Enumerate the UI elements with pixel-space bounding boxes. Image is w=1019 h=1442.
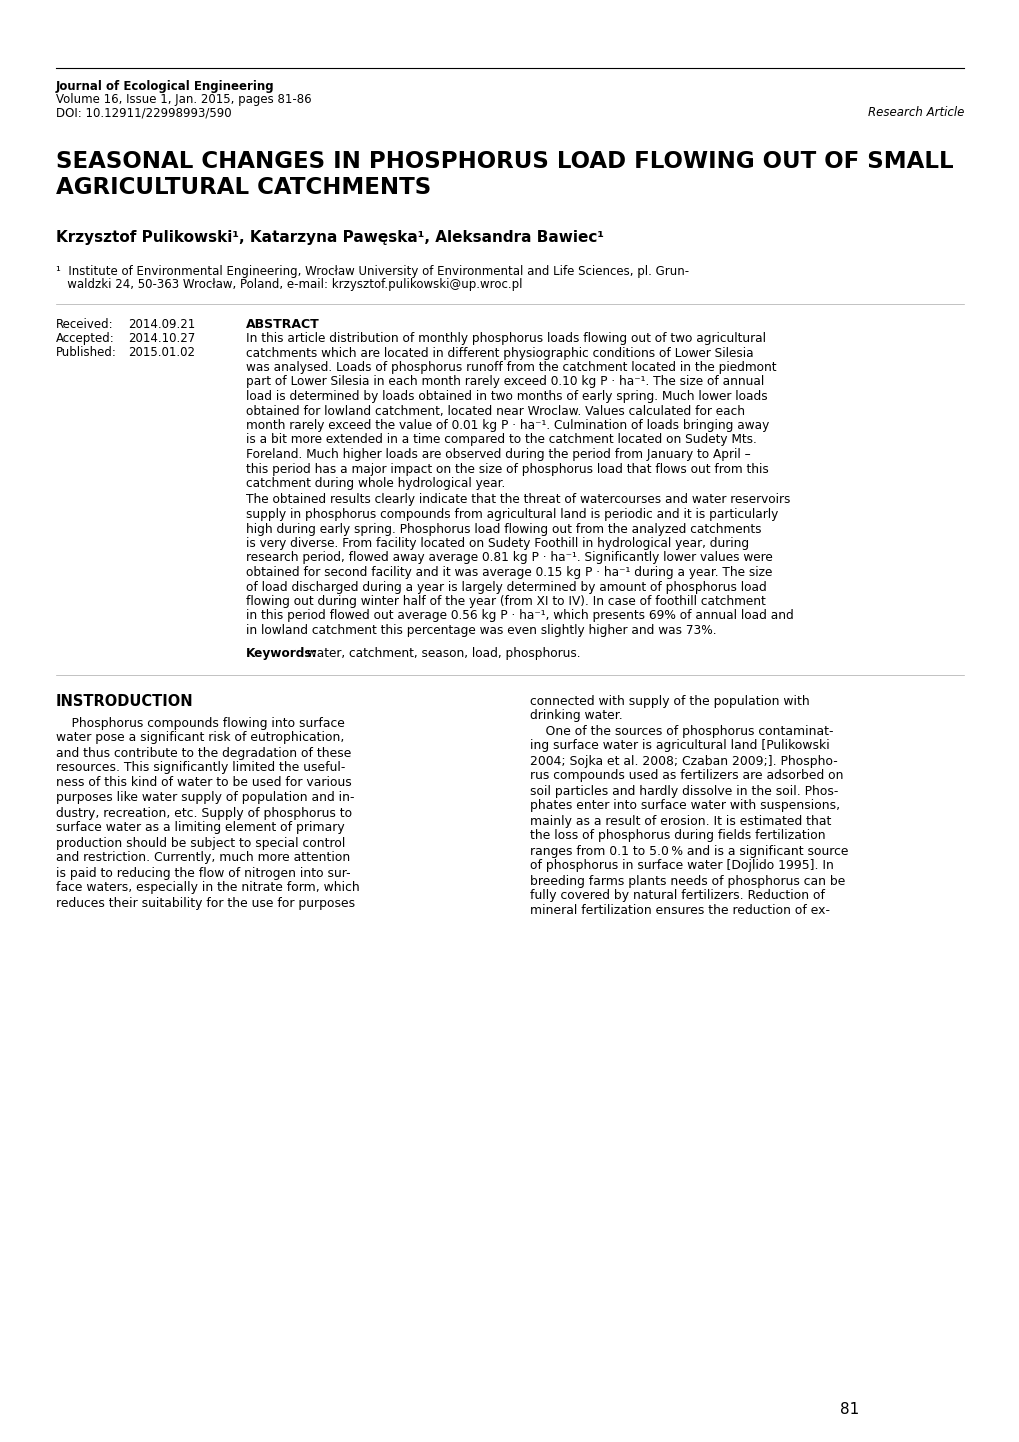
Text: of phosphorus in surface water [Dojlido 1995]. In: of phosphorus in surface water [Dojlido …: [530, 859, 834, 872]
Text: dustry, recreation, etc. Supply of phosphorus to: dustry, recreation, etc. Supply of phosp…: [56, 806, 352, 819]
Text: soil particles and hardly dissolve in the soil. Phos-: soil particles and hardly dissolve in th…: [530, 784, 838, 797]
Text: water pose a significant risk of eutrophication,: water pose a significant risk of eutroph…: [56, 731, 344, 744]
Text: in this period flowed out average 0.56 kg P · ha⁻¹, which presents 69% of annual: in this period flowed out average 0.56 k…: [246, 610, 793, 623]
Text: fully covered by natural fertilizers. Reduction of: fully covered by natural fertilizers. Re…: [530, 890, 824, 903]
Text: In this article distribution of monthly phosphorus loads flowing out of two agri: In this article distribution of monthly …: [246, 332, 765, 345]
Text: rus compounds used as fertilizers are adsorbed on: rus compounds used as fertilizers are ad…: [530, 770, 843, 783]
Text: the loss of phosphorus during fields fertilization: the loss of phosphorus during fields fer…: [530, 829, 824, 842]
Text: breeding farms plants needs of phosphorus can be: breeding farms plants needs of phosphoru…: [530, 874, 845, 887]
Text: flowing out during winter half of the year (from XI to IV). In case of foothill : flowing out during winter half of the ye…: [246, 596, 765, 609]
Text: Research Article: Research Article: [867, 107, 963, 120]
Text: in lowland catchment this percentage was even slightly higher and was 73%.: in lowland catchment this percentage was…: [246, 624, 715, 637]
Text: Journal of Ecological Engineering: Journal of Ecological Engineering: [56, 79, 274, 92]
Text: ranges from 0.1 to 5.0 % and is a significant source: ranges from 0.1 to 5.0 % and is a signif…: [530, 845, 848, 858]
Text: production should be subject to special control: production should be subject to special …: [56, 836, 345, 849]
Text: phates enter into surface water with suspensions,: phates enter into surface water with sus…: [530, 799, 840, 812]
Text: waldzki 24, 50-363 Wrocław, Poland, e-mail: krzysztof.pulikowski@up.wroc.pl: waldzki 24, 50-363 Wrocław, Poland, e-ma…: [56, 278, 522, 291]
Text: SEASONAL CHANGES IN PHOSPHORUS LOAD FLOWING OUT OF SMALL: SEASONAL CHANGES IN PHOSPHORUS LOAD FLOW…: [56, 150, 953, 173]
Text: Accepted:: Accepted:: [56, 332, 115, 345]
Text: The obtained results clearly indicate that the threat of watercourses and water : The obtained results clearly indicate th…: [246, 493, 790, 506]
Text: is a bit more extended in a time compared to the catchment located on Sudety Mts: is a bit more extended in a time compare…: [246, 434, 756, 447]
Text: is very diverse. From facility located on Sudety Foothill in hydrological year, : is very diverse. From facility located o…: [246, 536, 748, 549]
Text: obtained for second facility and it was average 0.15 kg P · ha⁻¹ during a year. : obtained for second facility and it was …: [246, 567, 771, 580]
Text: 2014.09.21: 2014.09.21: [127, 319, 195, 332]
Text: Phosphorus compounds flowing into surface: Phosphorus compounds flowing into surfac…: [56, 717, 344, 730]
Text: AGRICULTURAL CATCHMENTS: AGRICULTURAL CATCHMENTS: [56, 176, 431, 199]
Text: connected with supply of the population with: connected with supply of the population …: [530, 695, 809, 708]
Text: ¹  Institute of Environmental Engineering, Wrocław University of Environmental a: ¹ Institute of Environmental Engineering…: [56, 265, 689, 278]
Text: research period, flowed away average 0.81 kg P · ha⁻¹. Significantly lower value: research period, flowed away average 0.8…: [246, 551, 772, 564]
Text: Published:: Published:: [56, 346, 117, 359]
Text: water, catchment, season, load, phosphorus.: water, catchment, season, load, phosphor…: [303, 646, 580, 659]
Text: supply in phosphorus compounds from agricultural land is periodic and it is part: supply in phosphorus compounds from agri…: [246, 508, 777, 521]
Text: mineral fertilization ensures the reduction of ex-: mineral fertilization ensures the reduct…: [530, 904, 829, 917]
Text: and restriction. Currently, much more attention: and restriction. Currently, much more at…: [56, 851, 350, 865]
Text: DOI: 10.12911/22998993/590: DOI: 10.12911/22998993/590: [56, 107, 231, 120]
Text: 2015.01.02: 2015.01.02: [127, 346, 195, 359]
Text: ABSTRACT: ABSTRACT: [246, 319, 319, 332]
Text: purposes like water supply of population and in-: purposes like water supply of population…: [56, 792, 355, 805]
Text: Received:: Received:: [56, 319, 113, 332]
Text: One of the sources of phosphorus contaminat-: One of the sources of phosphorus contami…: [530, 724, 833, 737]
Text: surface water as a limiting element of primary: surface water as a limiting element of p…: [56, 822, 344, 835]
Text: obtained for lowland catchment, located near Wroclaw. Values calculated for each: obtained for lowland catchment, located …: [246, 405, 744, 418]
Text: 2004; Sojka et al. 2008; Czaban 2009;]. Phospho-: 2004; Sojka et al. 2008; Czaban 2009;]. …: [530, 754, 837, 767]
Text: face waters, especially in the nitrate form, which: face waters, especially in the nitrate f…: [56, 881, 360, 894]
Text: 81: 81: [840, 1402, 859, 1417]
Text: catchment during whole hydrological year.: catchment during whole hydrological year…: [246, 477, 504, 490]
Text: drinking water.: drinking water.: [530, 709, 623, 722]
Text: load is determined by loads obtained in two months of early spring. Much lower l: load is determined by loads obtained in …: [246, 389, 767, 402]
Text: this period has a major impact on the size of phosphorus load that flows out fro: this period has a major impact on the si…: [246, 463, 768, 476]
Text: mainly as a result of erosion. It is estimated that: mainly as a result of erosion. It is est…: [530, 815, 830, 828]
Text: part of Lower Silesia in each month rarely exceed 0.10 kg P · ha⁻¹. The size of : part of Lower Silesia in each month rare…: [246, 375, 763, 388]
Text: reduces their suitability for the use for purposes: reduces their suitability for the use fo…: [56, 897, 355, 910]
Text: is paid to reducing the flow of nitrogen into sur-: is paid to reducing the flow of nitrogen…: [56, 867, 351, 880]
Text: 2014.10.27: 2014.10.27: [127, 332, 195, 345]
Text: resources. This significantly limited the useful-: resources. This significantly limited th…: [56, 761, 345, 774]
Text: Keywords:: Keywords:: [246, 646, 317, 659]
Text: high during early spring. Phosphorus load flowing out from the analyzed catchmen: high during early spring. Phosphorus loa…: [246, 522, 761, 535]
Text: was analysed. Loads of phosphorus runoff from the catchment located in the piedm: was analysed. Loads of phosphorus runoff…: [246, 360, 775, 373]
Text: Volume 16, Issue 1, Jan. 2015, pages 81-86: Volume 16, Issue 1, Jan. 2015, pages 81-…: [56, 92, 312, 107]
Text: ness of this kind of water to be used for various: ness of this kind of water to be used fo…: [56, 776, 352, 790]
Text: month rarely exceed the value of 0.01 kg P · ha⁻¹. Culmination of loads bringing: month rarely exceed the value of 0.01 kg…: [246, 420, 768, 433]
Text: INSTRODUCTION: INSTRODUCTION: [56, 695, 194, 709]
Text: Krzysztof Pulikowski¹, Katarzyna Pawęska¹, Aleksandra Bawiec¹: Krzysztof Pulikowski¹, Katarzyna Pawęska…: [56, 231, 603, 245]
Text: and thus contribute to the degradation of these: and thus contribute to the degradation o…: [56, 747, 351, 760]
Text: Foreland. Much higher loads are observed during the period from January to April: Foreland. Much higher loads are observed…: [246, 448, 750, 461]
Text: of load discharged during a year is largely determined by amount of phosphorus l: of load discharged during a year is larg…: [246, 581, 766, 594]
Text: catchments which are located in different physiographic conditions of Lower Sile: catchments which are located in differen…: [246, 346, 753, 359]
Text: ing surface water is agricultural land [Pulikowski: ing surface water is agricultural land […: [530, 740, 828, 753]
